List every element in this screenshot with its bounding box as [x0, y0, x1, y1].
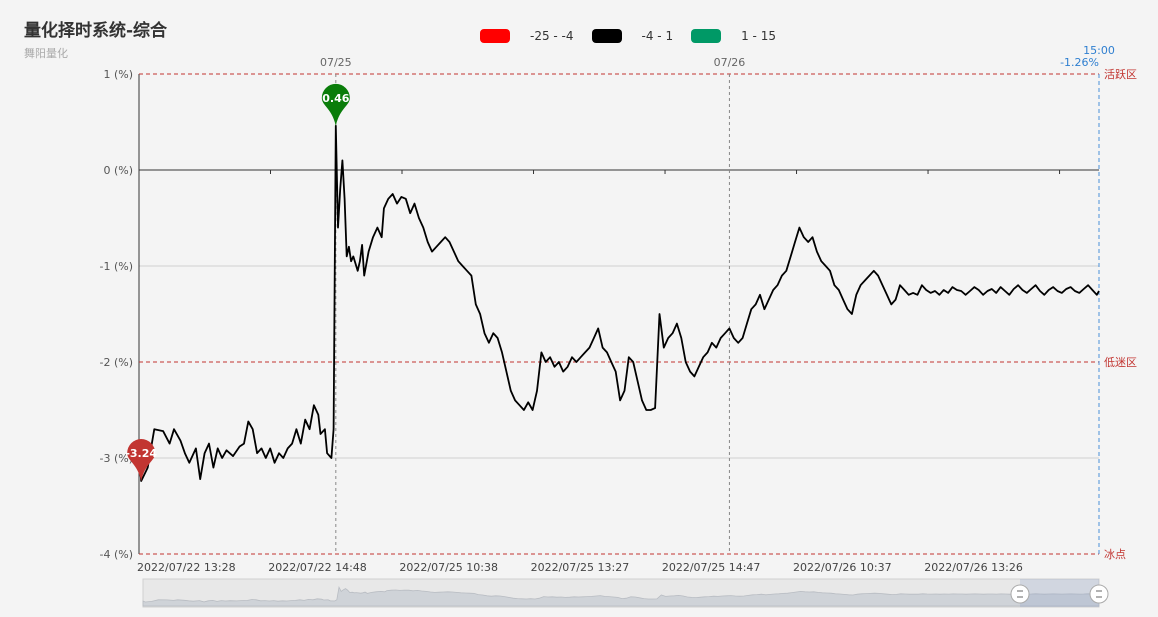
y-tick-label: -4 (%) [100, 548, 134, 561]
current-time-label: 15:00 [1083, 44, 1115, 57]
ref-line-label: 低迷区 [1104, 356, 1137, 369]
day-marker-label: 07/25 [320, 56, 352, 69]
ref-line-label: 冰点 [1104, 548, 1126, 561]
legend-label-low: -25 - -4 [530, 29, 574, 43]
pin-shape [321, 83, 350, 126]
series-line [138, 124, 1100, 482]
y-tick-label: 1 (%) [103, 68, 133, 81]
zoom-handle-left[interactable] [1010, 584, 1030, 604]
day-marker-label: 07/26 [714, 56, 746, 69]
x-tick-label: 2022/07/22 13:28 [137, 561, 236, 574]
legend-swatch-mid [591, 29, 622, 43]
chart-title: 量化择时系统-综合 [24, 21, 168, 41]
zoom-slider-preview [142, 585, 1100, 607]
x-tick-label: 2022/07/25 10:38 [399, 561, 498, 574]
x-tick-label: 2022/07/26 10:37 [793, 561, 892, 574]
legend-item-low[interactable]: -25 - -4 [480, 29, 574, 43]
legend-swatch-low [480, 29, 510, 43]
data-pin[interactable]: 0.46 [321, 83, 350, 126]
pin-label: 0.46 [322, 92, 349, 105]
legend-swatch-high [691, 29, 722, 43]
zoom-handle-right[interactable] [1089, 584, 1109, 604]
data-pin[interactable]: -3.24 [125, 439, 157, 482]
pin-shape [127, 439, 156, 482]
legend-label-mid: -4 - 1 [641, 29, 674, 43]
x-tick-label: 2022/07/25 13:27 [531, 561, 630, 574]
legend-label-high: 1 - 15 [741, 29, 776, 43]
x-tick-label: 2022/07/25 14:47 [662, 561, 761, 574]
ref-line-label: 活跃区 [1104, 67, 1137, 81]
x-tick-label: 2022/07/22 14:48 [268, 561, 367, 574]
current-value-label: -1.26% [1060, 56, 1099, 69]
y-tick-label: -1 (%) [100, 260, 134, 273]
legend-item-mid[interactable]: -4 - 1 [591, 29, 674, 43]
x-tick-label: 2022/07/26 13:26 [924, 561, 1023, 574]
legend-item-high[interactable]: 1 - 15 [691, 29, 776, 43]
zoom-window[interactable] [1020, 579, 1099, 607]
y-tick-label: 0 (%) [103, 164, 133, 177]
y-tick-label: -3 (%) [100, 452, 134, 465]
pin-label: -3.24 [125, 447, 157, 460]
chart-subtitle: 舞阳量化 [24, 47, 68, 60]
legend: -25 - -4 -4 - 1 1 - 15 [480, 27, 794, 45]
y-tick-label: -2 (%) [100, 356, 134, 369]
